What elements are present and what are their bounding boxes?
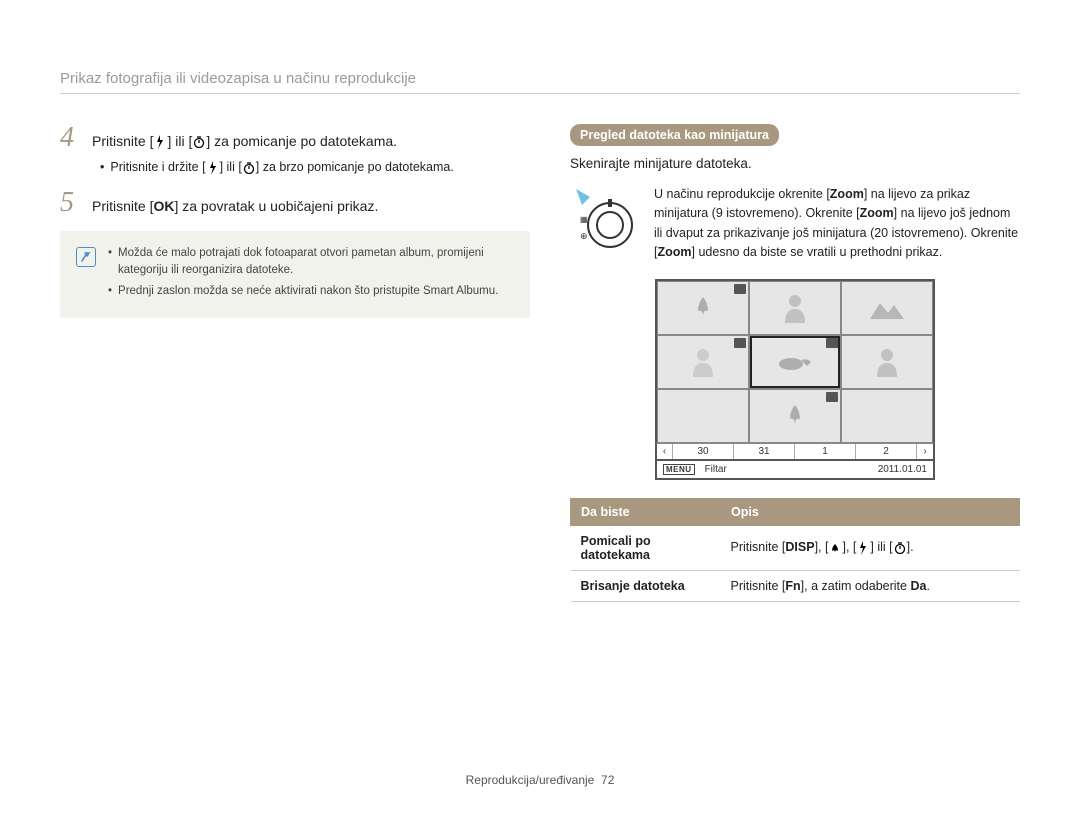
thumbnail-date-bar: ‹ 30 31 1 2 › bbox=[655, 443, 935, 461]
text-fragment: Pritisnite [ bbox=[731, 540, 786, 554]
right-column: Pregled datoteka kao minijatura Skeniraj… bbox=[570, 124, 1020, 602]
text-fragment: ] za povratak u uobičajeni prikaz. bbox=[174, 198, 378, 214]
table-row: Brisanje datoteka Pritisnite [Fn], a zat… bbox=[571, 570, 1020, 601]
text-fragment: Pritisnite [ bbox=[731, 579, 786, 593]
text-fragment: ], a zatim odaberite bbox=[801, 579, 911, 593]
thumb-cell bbox=[841, 389, 933, 443]
timer-icon bbox=[893, 541, 907, 555]
note-item: Možda će malo potrajati dok fotoaparat o… bbox=[108, 245, 514, 280]
date-label: 2011.01.01 bbox=[878, 464, 927, 475]
zoom-dial-graphic: ▦ ⊕ bbox=[570, 185, 640, 260]
date-segment: 30 bbox=[673, 444, 734, 459]
date-segment: 2 bbox=[856, 444, 917, 459]
section-badge: Pregled datoteka kao minijatura bbox=[570, 124, 779, 146]
step-text: Pritisnite [OK] za povratak u uobičajeni… bbox=[92, 198, 378, 214]
text-fragment: ] ili [ bbox=[220, 160, 242, 174]
text-fragment: U načinu reprodukcije okrenite [ bbox=[654, 187, 830, 201]
camera-badge-icon bbox=[734, 338, 746, 348]
menu-label: MENU bbox=[663, 464, 695, 475]
dial-instruction: U načinu reprodukcije okrenite [Zoom] na… bbox=[654, 185, 1020, 263]
thumbnail-screen: ‹ 30 31 1 2 › MENU Filtar 2011.01.01 bbox=[655, 279, 935, 480]
text-fragment: . bbox=[926, 579, 929, 593]
step-text: Pritisnite [ ] ili [ ] za pomicanje po dat… bbox=[92, 133, 397, 149]
thumb-cell bbox=[657, 281, 749, 335]
camera-badge-icon bbox=[734, 284, 746, 294]
date-segment: 31 bbox=[734, 444, 795, 459]
row-desc: Pritisnite [DISP], [], [] ili []. bbox=[721, 525, 1020, 570]
table-header: Opis bbox=[721, 498, 1020, 525]
note-text: Možda će malo potrajati dok fotoaparat o… bbox=[118, 245, 514, 280]
row-label: Brisanje datoteka bbox=[571, 570, 721, 601]
disp-key: DISP bbox=[785, 540, 814, 554]
step-4-bullet: Pritisnite i držite [ ] ili [ ] za brzo po… bbox=[100, 160, 530, 175]
note-info-icon bbox=[76, 247, 96, 267]
page-title: Prikaz fotografija ili videozapisa u nač… bbox=[60, 70, 1020, 94]
text-fragment: ] udesno da biste se vratili u prethodni… bbox=[692, 245, 943, 259]
zoom-key: Zoom bbox=[830, 187, 864, 201]
table-header: Da biste bbox=[571, 498, 721, 525]
text-fragment: ] ili [ bbox=[870, 540, 892, 554]
thumb-cell bbox=[749, 281, 841, 335]
zoom-key: Zoom bbox=[860, 206, 894, 220]
filter-label: Filtar bbox=[705, 464, 727, 475]
text-fragment: Pritisnite [ bbox=[92, 198, 153, 214]
date-segment: 1 bbox=[795, 444, 856, 459]
thumb-cell bbox=[841, 335, 933, 389]
macro-icon bbox=[828, 541, 842, 555]
thumb-cell bbox=[841, 281, 933, 335]
text-fragment: ], [ bbox=[815, 540, 829, 554]
camera-badge-icon bbox=[826, 392, 838, 402]
step-number: 4 bbox=[60, 124, 82, 152]
footer-text: Reprodukcija/uređivanje bbox=[466, 773, 595, 787]
note-box: Možda će malo potrajati dok fotoaparat o… bbox=[60, 231, 530, 319]
page-footer: Reprodukcija/uređivanje 72 bbox=[0, 773, 1080, 787]
arrow-left-icon: ‹ bbox=[657, 444, 673, 459]
text-fragment: ]. bbox=[907, 540, 914, 554]
text-fragment: ] za pomicanje po datotekama. bbox=[206, 133, 397, 149]
text-fragment: ] za brzo pomicanje po datotekama. bbox=[256, 160, 454, 174]
thumbnail-grid bbox=[655, 279, 935, 443]
section-intro: Skenirajte minijature datoteka. bbox=[570, 156, 1020, 171]
flash-icon bbox=[856, 541, 870, 555]
da-key: Da bbox=[910, 579, 926, 593]
thumbnail-footer: MENU Filtar 2011.01.01 bbox=[655, 461, 935, 480]
flash-icon bbox=[153, 135, 167, 149]
row-desc: Pritisnite [Fn], a zatim odaberite Da. bbox=[721, 570, 1020, 601]
thumb-cell bbox=[657, 335, 749, 389]
action-table: Da biste Opis Pomicali po datotekama Pri… bbox=[570, 498, 1020, 602]
arrow-right-icon: › bbox=[917, 444, 933, 459]
fn-key: Fn bbox=[785, 579, 800, 593]
note-text: Prednji zaslon možda se neće aktivirati … bbox=[118, 283, 498, 300]
step-number: 5 bbox=[60, 189, 82, 217]
thumb-cell bbox=[657, 389, 749, 443]
table-row: Pomicali po datotekama Pritisnite [DISP]… bbox=[571, 525, 1020, 570]
svg-text:▦: ▦ bbox=[580, 215, 588, 224]
camera-badge-icon bbox=[826, 338, 838, 348]
timer-icon bbox=[242, 161, 256, 175]
timer-icon bbox=[192, 135, 206, 149]
text-fragment: Pritisnite [ bbox=[92, 133, 153, 149]
text-fragment: Pritisnite i držite [ bbox=[110, 160, 205, 174]
row-label: Pomicali po datotekama bbox=[571, 525, 721, 570]
text-fragment: ] ili [ bbox=[167, 133, 192, 149]
note-list: Možda će malo potrajati dok fotoaparat o… bbox=[108, 245, 514, 305]
text-fragment: ], [ bbox=[842, 540, 856, 554]
content-columns: 4 Pritisnite [ ] ili [ ] za pomicanje po d… bbox=[60, 124, 1020, 602]
step-5: 5 Pritisnite [OK] za povratak u uobičaje… bbox=[60, 189, 530, 217]
dial-row: ▦ ⊕ U načinu reprodukcije okrenite [Zoom… bbox=[570, 185, 1020, 263]
flash-icon bbox=[206, 161, 220, 175]
note-item: Prednji zaslon možda se neće aktivirati … bbox=[108, 283, 514, 300]
left-column: 4 Pritisnite [ ] ili [ ] za pomicanje po d… bbox=[60, 124, 530, 602]
step-4: 4 Pritisnite [ ] ili [ ] za pomicanje po d… bbox=[60, 124, 530, 152]
zoom-key: Zoom bbox=[657, 245, 691, 259]
svg-text:⊕: ⊕ bbox=[580, 231, 588, 241]
page-number: 72 bbox=[601, 773, 614, 787]
ok-key: OK bbox=[153, 198, 174, 214]
thumb-cell-selected bbox=[749, 335, 841, 389]
thumb-cell bbox=[749, 389, 841, 443]
